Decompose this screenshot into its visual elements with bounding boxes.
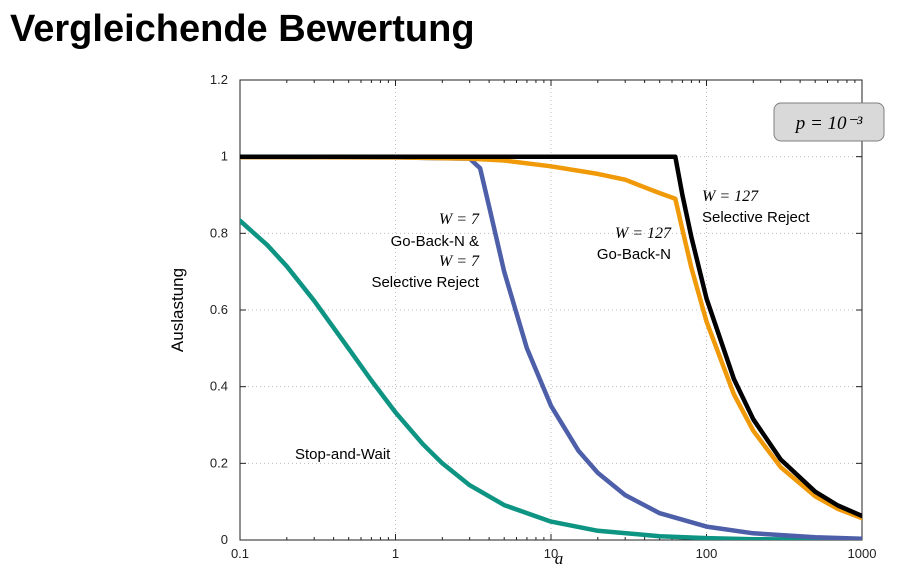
x-tick-label: 10 <box>544 546 558 561</box>
x-tick-label: 1 <box>392 546 399 561</box>
label-stop-and-wait: Stop-and-Wait <box>295 446 391 463</box>
label-gbn7-name: Go-Back-N & <box>391 233 479 250</box>
label-sr127-window: W = 127 <box>702 188 759 205</box>
grid <box>240 80 862 540</box>
slide-title: Vergleichende Bewertung <box>10 8 475 50</box>
label-sr127-name: Selective Reject <box>702 209 810 226</box>
y-axis-label: Auslastung <box>168 268 187 352</box>
parameter-box: p = 10⁻³ <box>773 102 885 142</box>
label-gbn7-window: W = 7 <box>439 211 480 228</box>
x-tick-label: 1000 <box>848 546 877 561</box>
label-gbn127-name: Go-Back-N <box>597 246 671 263</box>
y-tick-label: 0.6 <box>210 302 228 317</box>
y-tick-label: 0 <box>221 532 228 547</box>
y-tick-label: 1 <box>221 149 228 164</box>
parameter-box-text: p = 10⁻³ <box>794 113 863 134</box>
axis-ticks: 0.1 1 10 100 1000 0 0.2 0.4 0.6 0.8 1 1.2 <box>210 72 877 561</box>
series-line-sr127 <box>240 154 862 519</box>
x-tick-label: 0.1 <box>231 546 249 561</box>
label-gbn127-window: W = 127 <box>615 225 672 242</box>
y-tick-label: 0.8 <box>210 225 228 240</box>
series-group <box>240 154 862 540</box>
series-line-swp <box>240 218 862 540</box>
y-tick-label: 1.2 <box>210 72 228 87</box>
label-sr7-window: W = 7 <box>439 253 480 270</box>
y-tick-label: 0.4 <box>210 379 228 394</box>
x-axis-label: a <box>555 549 564 568</box>
label-sr7-name: Selective Reject <box>371 274 479 291</box>
x-tick-label: 100 <box>696 546 718 561</box>
y-tick-label: 0.2 <box>210 455 228 470</box>
